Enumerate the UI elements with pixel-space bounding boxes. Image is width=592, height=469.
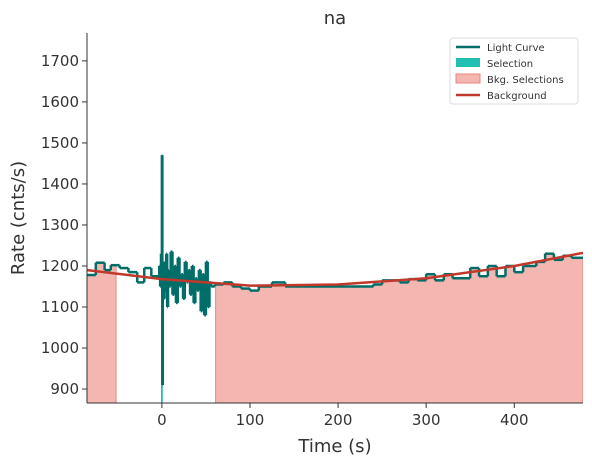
background-line (87, 251, 583, 287)
legend-label: Bkg. Selections (487, 75, 564, 86)
legend-label: Background (487, 91, 547, 102)
chart-title: na (324, 8, 346, 29)
y-tick-label: 1700 (41, 52, 79, 70)
legend: Light Curve Selection Bkg. Selections Backg… (449, 37, 579, 105)
x-tick-label: 300 (412, 411, 441, 429)
legend-box (449, 37, 579, 105)
legend-swatch (455, 73, 481, 84)
legend-swatch (456, 58, 480, 67)
plot-area (87, 153, 583, 403)
legend-label: Selection (487, 59, 533, 70)
x-axis-label: Time (s) (297, 436, 371, 457)
y-axis-label: Rate (cnts/s) (8, 161, 29, 275)
x-tick-label: 200 (324, 411, 353, 429)
x-tick-label: 0 (157, 411, 167, 429)
y-tick-label: 1300 (41, 216, 79, 234)
legend-label: Light Curve (487, 43, 545, 54)
bkg-selection (87, 262, 117, 403)
bkg-selection (215, 253, 583, 403)
y-tick-label: 900 (50, 380, 79, 398)
y-tick-label: 1100 (41, 298, 79, 316)
x-tick-label: 400 (500, 411, 529, 429)
x-tick-label: 100 (236, 411, 265, 429)
y-tick-label: 1600 (41, 93, 79, 111)
y-tick-label: 1000 (41, 339, 79, 357)
y-tick-label: 1400 (41, 175, 79, 193)
y-tick-label: 1200 (41, 257, 79, 275)
y-tick-label: 1500 (41, 134, 79, 152)
